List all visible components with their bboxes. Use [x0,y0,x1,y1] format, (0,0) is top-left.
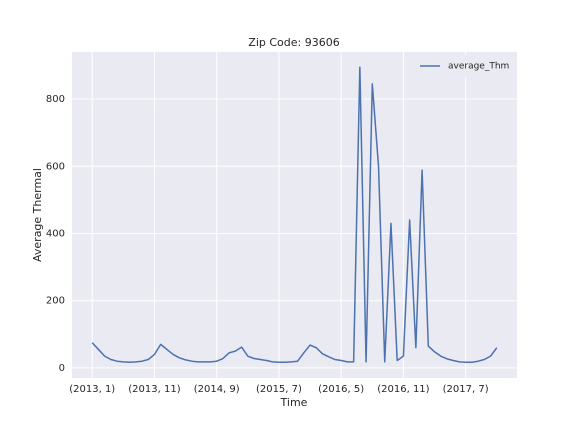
x-tick-label: (2016, 5) [318,384,364,395]
x-tick-label: (2013, 11) [128,384,180,395]
y-tick-label: 600 [46,161,65,172]
x-axis-label: Time [280,396,308,409]
line [91,66,498,363]
x-tick-label: (2014, 9) [194,384,240,395]
legend-box [412,55,512,77]
legend-label: average_Thm [448,62,509,72]
plot-area [72,52,517,378]
x-tick-label: (2016, 11) [377,384,429,395]
marks [91,66,498,363]
y-tick-label: 400 [46,228,65,239]
x-tick-label: (2015, 7) [256,384,302,395]
x-tick-label: (2017, 7) [443,384,489,395]
y-tick-label: 0 [59,363,65,374]
legend: average_Thm [412,55,512,77]
grid [72,52,517,378]
y-axis-label: Average Thermal [31,168,44,262]
chart-title: Zip Code: 93606 [248,36,339,49]
y-tick-label: 800 [46,94,65,105]
y-tick-label: 200 [46,296,65,307]
x-tick-label: (2013, 1) [69,384,115,395]
